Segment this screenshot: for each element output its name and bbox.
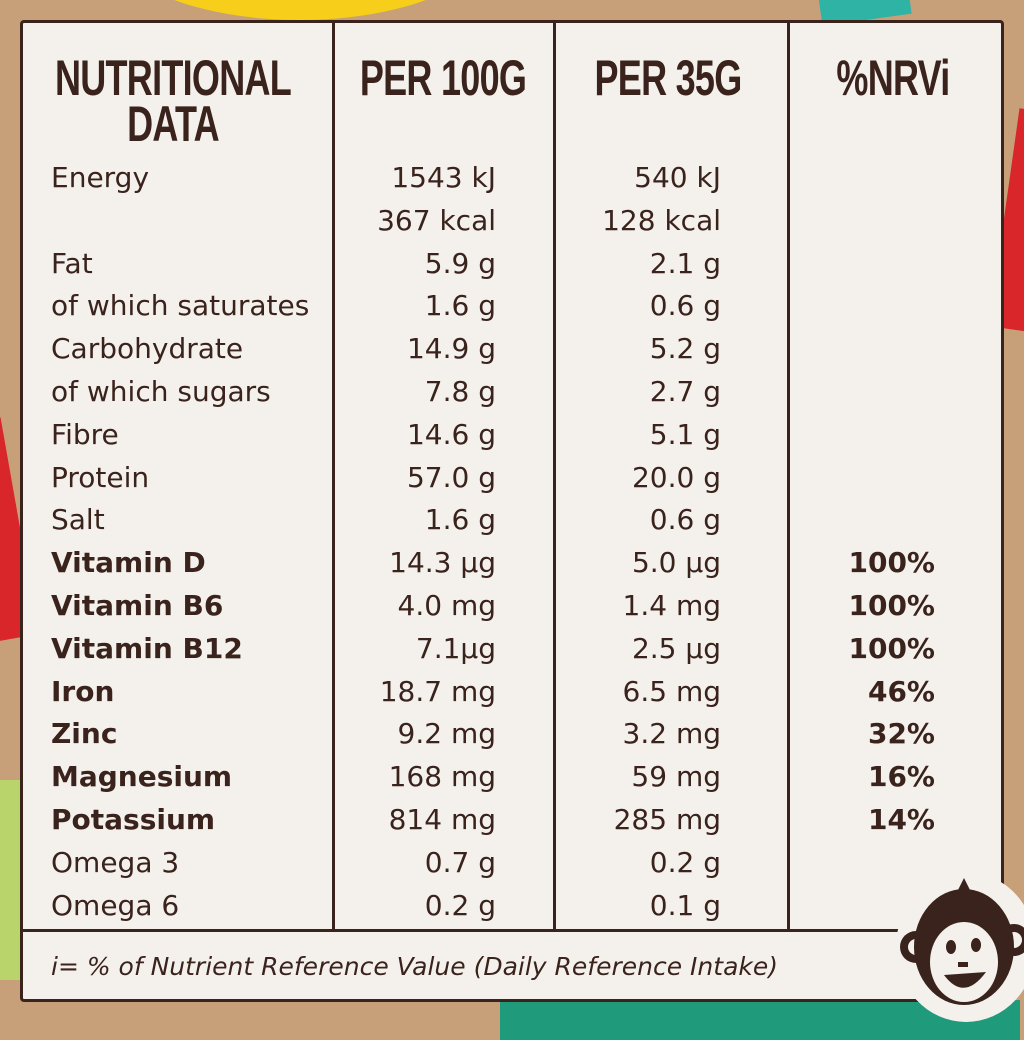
value-per-35g: 3.2 mg [622, 717, 721, 751]
value-per-100g: 14.6 g [406, 417, 496, 451]
column-divider [787, 23, 790, 929]
table-row: Vitamin B12 7.1µg 2.5 µg 100% [23, 627, 1001, 670]
value-per-100g: 0.2 g [424, 888, 496, 922]
table-row: Fibre 14.6 g 5.1 g [23, 413, 1001, 456]
nutrient-label: of which sugars [51, 375, 271, 408]
value-per-35g: 5.1 g [649, 417, 721, 451]
value-per-35g: 0.6 g [649, 289, 721, 323]
value-per-100g: 1.6 g [424, 289, 496, 323]
value-per-35g: 6.5 mg [622, 674, 721, 708]
value-per-35g: 5.0 µg [631, 546, 721, 580]
value-per-35g: 540 kJ [634, 161, 721, 194]
nutrient-label: Fibre [51, 417, 119, 451]
table-row: Vitamin D 14.3 µg 5.0 µg 100% [23, 541, 1001, 584]
header-nrv: %NRVi [836, 50, 950, 106]
value-per-100g: 814 mg [388, 803, 496, 836]
table-row: Zinc 9.2 mg 3.2 mg 32% [23, 712, 1001, 755]
value-per-100g: 168 mg [388, 760, 496, 794]
value-per-35g: 2.5 µg [631, 631, 721, 665]
table-row: Fat 5.9 g 2.1 g [23, 242, 1001, 285]
value-nrv: 100% [848, 631, 935, 665]
table-row: Energy 1543 kJ 540 kJ [23, 156, 1001, 199]
nutrient-label: Vitamin D [51, 546, 206, 580]
nutrient-label: Zinc [51, 717, 118, 751]
value-per-35g: 0.6 g [649, 503, 721, 537]
footnote: i= % of Nutrient Reference Value (Daily … [51, 952, 779, 981]
value-nrv: 100% [848, 546, 935, 580]
value-nrv: 14% [867, 803, 935, 836]
nutrient-label: Salt [51, 503, 105, 537]
value-nrv: 100% [848, 589, 935, 622]
table-row: Vitamin B6 4.0 mg 1.4 mg 100% [23, 584, 1001, 627]
table-row: of which saturates 1.6 g 0.6 g [23, 284, 1001, 327]
table-row: Carbohydrate 14.9 g 5.2 g [23, 327, 1001, 370]
value-per-100g: 1.6 g [424, 503, 496, 537]
table-row: Omega 6 0.2 g 0.1 g [23, 884, 1001, 927]
value-per-100g: 14.3 µg [389, 546, 496, 580]
value-per-35g: 0.2 g [649, 845, 721, 879]
value-per-35g: 128 kcal [602, 203, 721, 237]
decor-yellow-shape [110, 0, 490, 20]
value-per-100g: 4.0 mg [397, 589, 496, 622]
nutrient-label: Magnesium [51, 760, 233, 794]
nutrient-label: Protein [51, 460, 150, 494]
nutrient-label: Omega 3 [51, 845, 180, 879]
value-per-100g: 57.0 g [406, 460, 496, 494]
value-per-35g: 2.1 g [649, 246, 721, 280]
value-per-100g: 7.8 g [424, 375, 496, 408]
value-per-35g: 0.1 g [649, 888, 721, 922]
value-per-100g: 5.9 g [424, 246, 496, 280]
value-per-100g: 0.7 g [424, 845, 496, 879]
value-per-100g: 14.9 g [406, 332, 496, 366]
value-per-35g: 285 mg [613, 803, 721, 836]
table-row: Salt 1.6 g 0.6 g [23, 498, 1001, 541]
value-nrv: 32% [867, 717, 935, 751]
nutrition-table: NUTRITIONAL DATA PER 100G PER 35G %NRVi … [20, 20, 1004, 1002]
value-per-35g: 1.4 mg [622, 589, 721, 622]
column-divider [332, 23, 335, 929]
header-nutritional-data: NUTRITIONAL DATA [54, 50, 292, 152]
table-row: Iron 18.7 mg 6.5 mg 46% [23, 670, 1001, 713]
value-per-35g: 59 mg [631, 760, 721, 794]
value-per-100g: 367 kcal [377, 203, 496, 237]
table-row: of which sugars 7.8 g 2.7 g [23, 370, 1001, 413]
header-per-100g: PER 100G [359, 50, 527, 106]
column-divider [553, 23, 556, 929]
monkey-logo-icon [896, 872, 1024, 1022]
table-row: Omega 3 0.7 g 0.2 g [23, 841, 1001, 884]
header-per-35g: PER 35G [594, 50, 742, 106]
value-per-35g: 5.2 g [649, 332, 721, 366]
value-per-100g: 7.1µg [415, 631, 496, 665]
value-nrv: 46% [867, 674, 935, 708]
nutrient-label: Vitamin B6 [51, 589, 224, 622]
footer-divider [23, 929, 1001, 932]
nutrient-label: Carbohydrate [51, 332, 244, 366]
value-per-100g: 18.7 mg [379, 674, 496, 708]
decor-green-shape [0, 780, 20, 980]
table-row: Potassium 814 mg 285 mg 14% [23, 798, 1001, 841]
value-per-35g: 2.7 g [649, 375, 721, 408]
value-per-35g: 20.0 g [631, 460, 721, 494]
nutrient-label: Iron [51, 674, 115, 708]
nutrient-label: Potassium [51, 803, 216, 836]
nutrient-label: Fat [51, 246, 93, 280]
nutrient-label: of which saturates [51, 289, 310, 323]
table-row: 367 kcal 128 kcal [23, 199, 1001, 242]
table-row: Protein 57.0 g 20.0 g [23, 456, 1001, 499]
table-row: Magnesium 168 mg 59 mg 16% [23, 755, 1001, 798]
nutrient-label: Omega 6 [51, 888, 180, 922]
value-per-100g: 1543 kJ [391, 161, 496, 194]
value-per-100g: 9.2 mg [397, 717, 496, 751]
nutrient-label: Energy [51, 161, 150, 194]
value-nrv: 16% [867, 760, 935, 794]
nutrient-label: Vitamin B12 [51, 631, 243, 665]
